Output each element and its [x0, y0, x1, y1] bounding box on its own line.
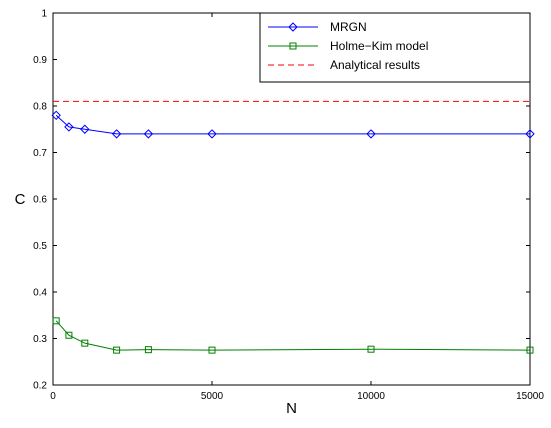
legend-entry-label: Analytical results	[330, 58, 420, 72]
y-tick-label: 0.2	[33, 381, 47, 392]
data-point	[111, 129, 122, 139]
data-point	[525, 129, 535, 139]
data-point	[143, 129, 154, 139]
x-tick-label: 0	[50, 391, 56, 402]
data-point	[367, 345, 375, 353]
legend-swatch-marker	[289, 42, 297, 50]
x-axis-label: N	[286, 400, 297, 417]
legend-entry-label: Holme−Kim model	[330, 39, 428, 53]
y-tick-label: 0.8	[33, 102, 47, 113]
data-point	[144, 346, 152, 354]
data-point	[64, 122, 74, 132]
data-point	[113, 346, 121, 354]
legend-swatch-marker	[288, 22, 298, 32]
y-axis-ticks: 0.2 0.3 0.4 0.5 0.6 0.7 0.8 0.9 1	[33, 9, 530, 392]
legend-box	[259, 12, 531, 83]
series-0	[51, 110, 535, 139]
data-point	[208, 346, 216, 354]
data-point	[80, 124, 90, 134]
x-tick-label: 10000	[357, 391, 385, 402]
y-tick-label: 0.9	[33, 55, 47, 66]
data-point	[51, 110, 61, 121]
series-layer	[51, 100, 535, 354]
data-point	[366, 129, 376, 139]
data-point	[65, 331, 73, 339]
y-tick-label: 0.7	[33, 148, 47, 159]
y-tick-label: 0.6	[33, 195, 47, 206]
y-axis-label: C	[15, 191, 26, 208]
legend-entry-label: MRGN	[330, 20, 367, 34]
data-point	[526, 346, 534, 354]
data-point	[207, 129, 217, 139]
y-tick-label: 1	[41, 9, 47, 20]
series-1	[52, 317, 534, 354]
data-point	[52, 317, 60, 325]
legend: MRGN Holme−Kim model Analytical results	[259, 12, 531, 83]
y-tick-label: 0.4	[33, 288, 47, 299]
data-point	[81, 339, 89, 347]
x-tick-label: 5000	[201, 391, 224, 402]
series-line	[55, 114, 530, 135]
y-tick-label: 0.5	[33, 241, 47, 252]
x-tick-label: 15000	[516, 391, 544, 402]
y-tick-label: 0.3	[33, 334, 47, 345]
